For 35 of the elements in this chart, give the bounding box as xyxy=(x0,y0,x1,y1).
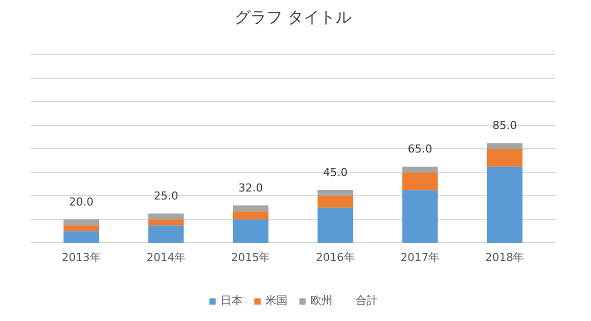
x-tick-label: 2016年 xyxy=(316,250,355,264)
bar xyxy=(64,225,100,232)
bar xyxy=(232,219,268,243)
bar xyxy=(64,231,100,243)
bar xyxy=(148,225,184,243)
legend-label: 日本 xyxy=(220,293,242,308)
bar xyxy=(318,208,354,243)
bar xyxy=(232,205,268,212)
x-tick-label: 2017年 xyxy=(400,250,440,264)
x-tick-label: 2018年 xyxy=(485,250,524,264)
bar xyxy=(64,219,100,226)
text: 合計 xyxy=(356,293,378,308)
bar xyxy=(486,166,522,243)
bar xyxy=(402,190,438,243)
annotation: 65.0 xyxy=(408,142,432,156)
bar xyxy=(486,143,522,150)
x-tick-label: 2014年 xyxy=(146,250,186,264)
bar xyxy=(148,219,184,226)
annotation: 32.0 xyxy=(238,181,263,194)
annotation: 45.0 xyxy=(323,166,348,180)
bar xyxy=(318,196,354,208)
bar xyxy=(402,172,438,190)
chart-title: グラフ タイトル xyxy=(234,8,352,26)
bar xyxy=(318,190,354,196)
x-tick-label: 2013年 xyxy=(62,250,101,264)
x-tick-label: 2015年 xyxy=(231,250,270,264)
bar xyxy=(486,149,522,167)
legend-label: 欧州 xyxy=(310,293,332,308)
text: 85.0 xyxy=(492,119,517,132)
bar xyxy=(402,166,438,173)
bar xyxy=(148,214,184,220)
bar xyxy=(232,211,268,220)
legend-label: 米国 xyxy=(266,293,288,308)
annotation: 25.0 xyxy=(154,190,178,203)
annotation: 20.0 xyxy=(69,195,94,208)
